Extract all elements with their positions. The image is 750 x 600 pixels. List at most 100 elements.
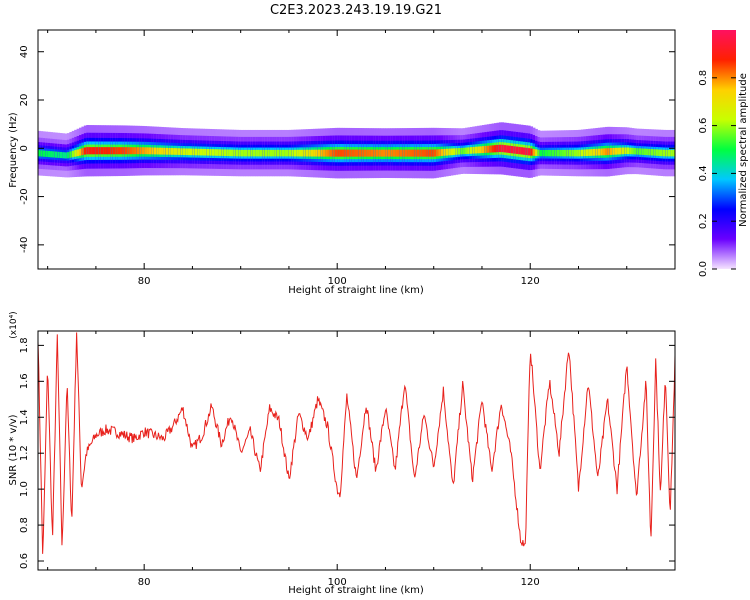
snr-y-tick-label: 0.8 [19, 517, 30, 533]
heatmap-cell [308, 149, 312, 157]
heatmap-cell [648, 148, 652, 156]
heatmap-cell [404, 149, 408, 157]
heatmap-cell [436, 149, 439, 157]
heatmap-cell [161, 147, 164, 155]
spectrogram-x-tick-label: 120 [521, 276, 540, 287]
heatmap-cell [194, 148, 198, 156]
heatmap-cell [638, 148, 642, 155]
heatmap-cell [551, 149, 555, 157]
heatmap-cell [585, 149, 589, 157]
spectrogram-y-tick-label: 0 [19, 145, 30, 151]
heatmap-cell [180, 148, 184, 155]
heatmap-cell [317, 149, 321, 157]
heatmap-cell [660, 149, 664, 157]
heatmap-cell [272, 149, 275, 157]
heatmap-cell [416, 149, 420, 157]
snr-panel: 80 100 120 0.6 0.8 1.0 1.2 1.4 1.6 1.8 Height of … [8, 311, 676, 596]
spectrogram-y-tick-label: 40 [19, 45, 30, 58]
snr-axes: 80 100 120 0.6 0.8 1.0 1.2 1.4 1.6 1.8 [19, 331, 676, 588]
heatmap-cell [605, 148, 608, 156]
heatmap-cell [173, 148, 176, 155]
heatmap-cell [192, 148, 196, 156]
heatmap-cell [66, 152, 70, 159]
heatmap-cell [57, 151, 61, 158]
heatmap-cell [633, 148, 637, 155]
snr-y-tick-label: 1.2 [19, 445, 30, 461]
heatmap-cell [223, 149, 227, 156]
heatmap-cell [542, 149, 546, 157]
heatmap-cell [231, 149, 234, 157]
heatmap-cell [448, 148, 451, 156]
heatmap-cell [667, 149, 671, 157]
heatmap-cell [621, 147, 625, 155]
heatmap-cell [168, 147, 172, 155]
heatmap-cell [177, 148, 181, 155]
heatmap-cell [583, 149, 587, 157]
heatmap-cell [228, 149, 232, 157]
heatmap-cell [641, 148, 645, 155]
heatmap-cell [443, 148, 447, 156]
colorbar-tick-label: 0.2 [698, 213, 709, 229]
heatmap-cell [334, 149, 338, 157]
heatmap-cell [52, 151, 56, 158]
heatmap-cell [527, 148, 531, 156]
colorbar-ticks: 0.0 0.2 0.4 0.6 0.8 [698, 70, 736, 277]
snr-x-tick-label: 120 [521, 577, 540, 588]
heatmap-cell [554, 149, 558, 157]
heatmap-cell [549, 149, 553, 157]
heatmap-cell [522, 147, 526, 155]
heatmap-cell [501, 144, 505, 153]
heatmap-cell [233, 149, 237, 157]
heatmap-cell [115, 147, 119, 155]
heatmap-cell [346, 149, 350, 157]
heatmap-cell [313, 149, 316, 157]
heatmap-cell [320, 149, 324, 157]
heatmap-cell [617, 147, 620, 155]
heatmap-cell [491, 145, 495, 153]
spectrogram-x-tick-label: 80 [138, 276, 151, 287]
heatmap-cell [349, 149, 353, 157]
heatmap-cell [592, 148, 596, 156]
heatmap-cell [71, 150, 75, 158]
figure-title: C2E3.2023.243.19.19.G21 [270, 3, 442, 18]
heatmap-cell [255, 149, 258, 157]
heatmap-cell [440, 149, 444, 156]
heatmap-cell [421, 149, 425, 157]
heatmap-cell [390, 149, 394, 157]
snr-x-axis-label: Height of straight line (km) [288, 585, 424, 596]
heatmap-cell [134, 147, 138, 155]
heatmap-cell [438, 149, 442, 157]
heatmap-cell [426, 149, 430, 157]
heatmap-cell [383, 149, 386, 157]
heatmap-cell [59, 151, 63, 159]
heatmap-cell [214, 149, 217, 156]
heatmap-cell [472, 146, 476, 154]
heatmap-cell [363, 149, 367, 157]
heatmap-cell [74, 150, 77, 157]
heatmap-cell [646, 148, 649, 156]
heatmap-cell [151, 147, 155, 155]
colorbar-tick-label: 0.6 [698, 118, 709, 134]
heatmap-cell [245, 149, 249, 157]
heatmap-cell [257, 149, 261, 157]
heatmap-cell [332, 149, 336, 157]
colorbar-gradient [712, 30, 736, 269]
heatmap-cell [42, 150, 46, 157]
heatmap-cell [235, 149, 239, 157]
heatmap-cell [455, 148, 459, 155]
heatmap-cell [460, 147, 464, 155]
heatmap-cell [182, 148, 186, 156]
heatmap-cell [513, 146, 517, 154]
snr-y-tick-label: 1.6 [19, 373, 30, 389]
heatmap-cell [399, 149, 403, 157]
heatmap-cell [462, 147, 466, 155]
heatmap-cell [301, 149, 304, 157]
heatmap-cell [414, 149, 418, 157]
heatmap-cell [344, 149, 348, 157]
heatmap-cell [518, 146, 521, 155]
heatmap-cell [325, 149, 328, 157]
spectrogram-frame [37, 29, 676, 270]
heatmap-cell [141, 147, 145, 155]
heatmap-cell [79, 148, 82, 156]
